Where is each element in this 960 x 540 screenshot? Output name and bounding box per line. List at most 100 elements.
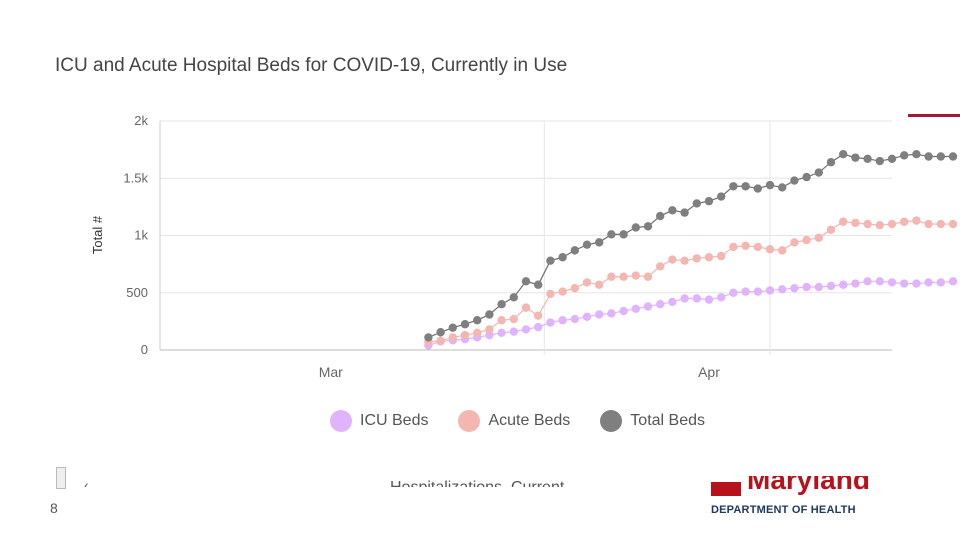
data-point-acute-beds	[729, 242, 738, 252]
legend-item-icu[interactable]: ICU Beds	[330, 410, 428, 432]
legend-label-acute: Acute Beds	[488, 412, 571, 429]
accent-line	[908, 114, 960, 117]
logo-name: Maryland	[747, 476, 870, 495]
data-point-total-beds	[924, 152, 933, 161]
y-axis: 0 500 1k 1.5k 2k	[123, 113, 161, 357]
legend-item-total[interactable]: Total Beds	[600, 410, 705, 432]
data-point-acute-beds	[802, 235, 811, 245]
data-point-icu-beds	[631, 304, 640, 313]
data-point-icu-beds	[802, 282, 811, 292]
data-point-total-beds	[839, 150, 848, 159]
data-point-icu-beds	[717, 293, 726, 302]
data-point-icu-beds	[509, 327, 518, 336]
data-point-total-beds	[790, 176, 799, 185]
data-point-acute-beds	[778, 246, 787, 255]
logo-department: DEPARTMENT OF HEALTH	[711, 504, 856, 516]
maryland-logo: Maryland DEPARTMENT OF HEALTH	[711, 476, 901, 516]
data-point-total-beds	[521, 277, 531, 286]
y-tick-label: 500	[126, 285, 148, 300]
data-point-acute-beds	[521, 303, 531, 312]
data-point-total-beds	[570, 246, 579, 255]
data-point-total-beds	[765, 180, 775, 190]
data-point-acute-beds	[765, 245, 775, 254]
data-point-total-beds	[778, 183, 787, 192]
data-point-total-beds	[485, 310, 494, 319]
data-point-total-beds	[729, 182, 738, 191]
data-point-icu-beds	[753, 287, 762, 296]
series-line-total-beds	[428, 153, 953, 338]
data-point-acute-beds	[851, 218, 860, 228]
data-point-acute-beds	[668, 255, 677, 264]
data-point-acute-beds	[839, 217, 848, 226]
data-point-total-beds	[851, 153, 860, 162]
data-point-icu-beds	[875, 277, 884, 286]
data-point-total-beds	[448, 323, 457, 332]
data-point-acute-beds	[717, 251, 726, 261]
data-point-icu-beds	[558, 316, 567, 325]
data-point-icu-beds	[741, 287, 750, 296]
data-point-total-beds	[436, 328, 445, 337]
maryland-flag-icon	[711, 482, 741, 496]
series-line-icu-beds	[428, 280, 954, 346]
data-point-total-beds	[704, 196, 714, 206]
data-point-acute-beds	[790, 238, 799, 247]
data-point-total-beds	[826, 158, 836, 167]
data-point-total-beds	[643, 222, 653, 231]
data-point-acute-beds	[863, 219, 872, 229]
data-point-icu-beds	[912, 279, 921, 288]
data-point-icu-beds	[521, 325, 531, 334]
data-point-icu-beds	[668, 297, 677, 307]
data-point-icu-beds	[765, 286, 775, 295]
data-point-total-beds	[814, 168, 823, 177]
data-point-icu-beds	[607, 309, 616, 318]
data-point-acute-beds	[814, 233, 823, 242]
data-point-total-beds	[607, 230, 616, 239]
data-point-total-beds	[875, 156, 884, 166]
data-point-total-beds	[717, 192, 726, 201]
data-point-total-beds	[741, 182, 750, 191]
data-point-icu-beds	[924, 278, 933, 287]
data-point-total-beds	[595, 238, 604, 247]
data-point-icu-beds	[643, 302, 653, 311]
data-point-acute-beds	[570, 283, 579, 293]
data-point-icu-beds	[546, 318, 555, 327]
data-point-total-beds	[546, 256, 555, 265]
data-point-icu-beds	[887, 278, 897, 287]
legend-item-acute[interactable]: Acute Beds	[458, 410, 570, 432]
data-point-icu-beds	[497, 328, 506, 338]
data-point-acute-beds	[924, 219, 933, 229]
data-point-total-beds	[668, 206, 677, 215]
data-point-total-beds	[863, 154, 872, 163]
data-point-total-beds	[900, 151, 909, 160]
data-point-acute-beds	[509, 314, 518, 324]
data-point-total-beds	[460, 320, 470, 329]
page-number: 8	[50, 500, 58, 516]
data-point-acute-beds	[692, 254, 701, 263]
data-point-total-beds	[802, 172, 811, 182]
legend-marker-total	[600, 410, 623, 432]
data-point-acute-beds	[619, 272, 628, 281]
data-point-total-beds	[936, 152, 945, 161]
data-point-icu-beds	[778, 285, 787, 294]
plot-series	[424, 150, 958, 350]
data-point-total-beds	[656, 211, 665, 221]
data-point-icu-beds	[900, 279, 909, 288]
y-tick-label: 0	[141, 342, 148, 357]
next-chart-title: Hospitalizations, Current	[390, 477, 564, 487]
data-point-icu-beds	[814, 282, 823, 292]
y-tick-label: 2k	[134, 113, 148, 128]
legend-label-icu: ICU Beds	[360, 412, 429, 429]
data-point-acute-beds	[936, 219, 945, 229]
data-point-total-beds	[887, 154, 897, 163]
scroll-handle[interactable]	[56, 467, 66, 489]
scroll-left-icon[interactable]: ‹	[84, 478, 89, 487]
data-point-acute-beds	[753, 242, 762, 252]
data-point-total-beds	[497, 300, 506, 309]
data-point-icu-beds	[790, 283, 799, 293]
data-point-total-beds	[558, 253, 567, 262]
data-point-icu-beds	[680, 294, 689, 303]
x-axis: Mar Apr	[319, 364, 720, 380]
data-point-icu-beds	[692, 294, 701, 303]
data-point-total-beds	[582, 240, 592, 249]
x-tick-label: Mar	[319, 364, 343, 380]
